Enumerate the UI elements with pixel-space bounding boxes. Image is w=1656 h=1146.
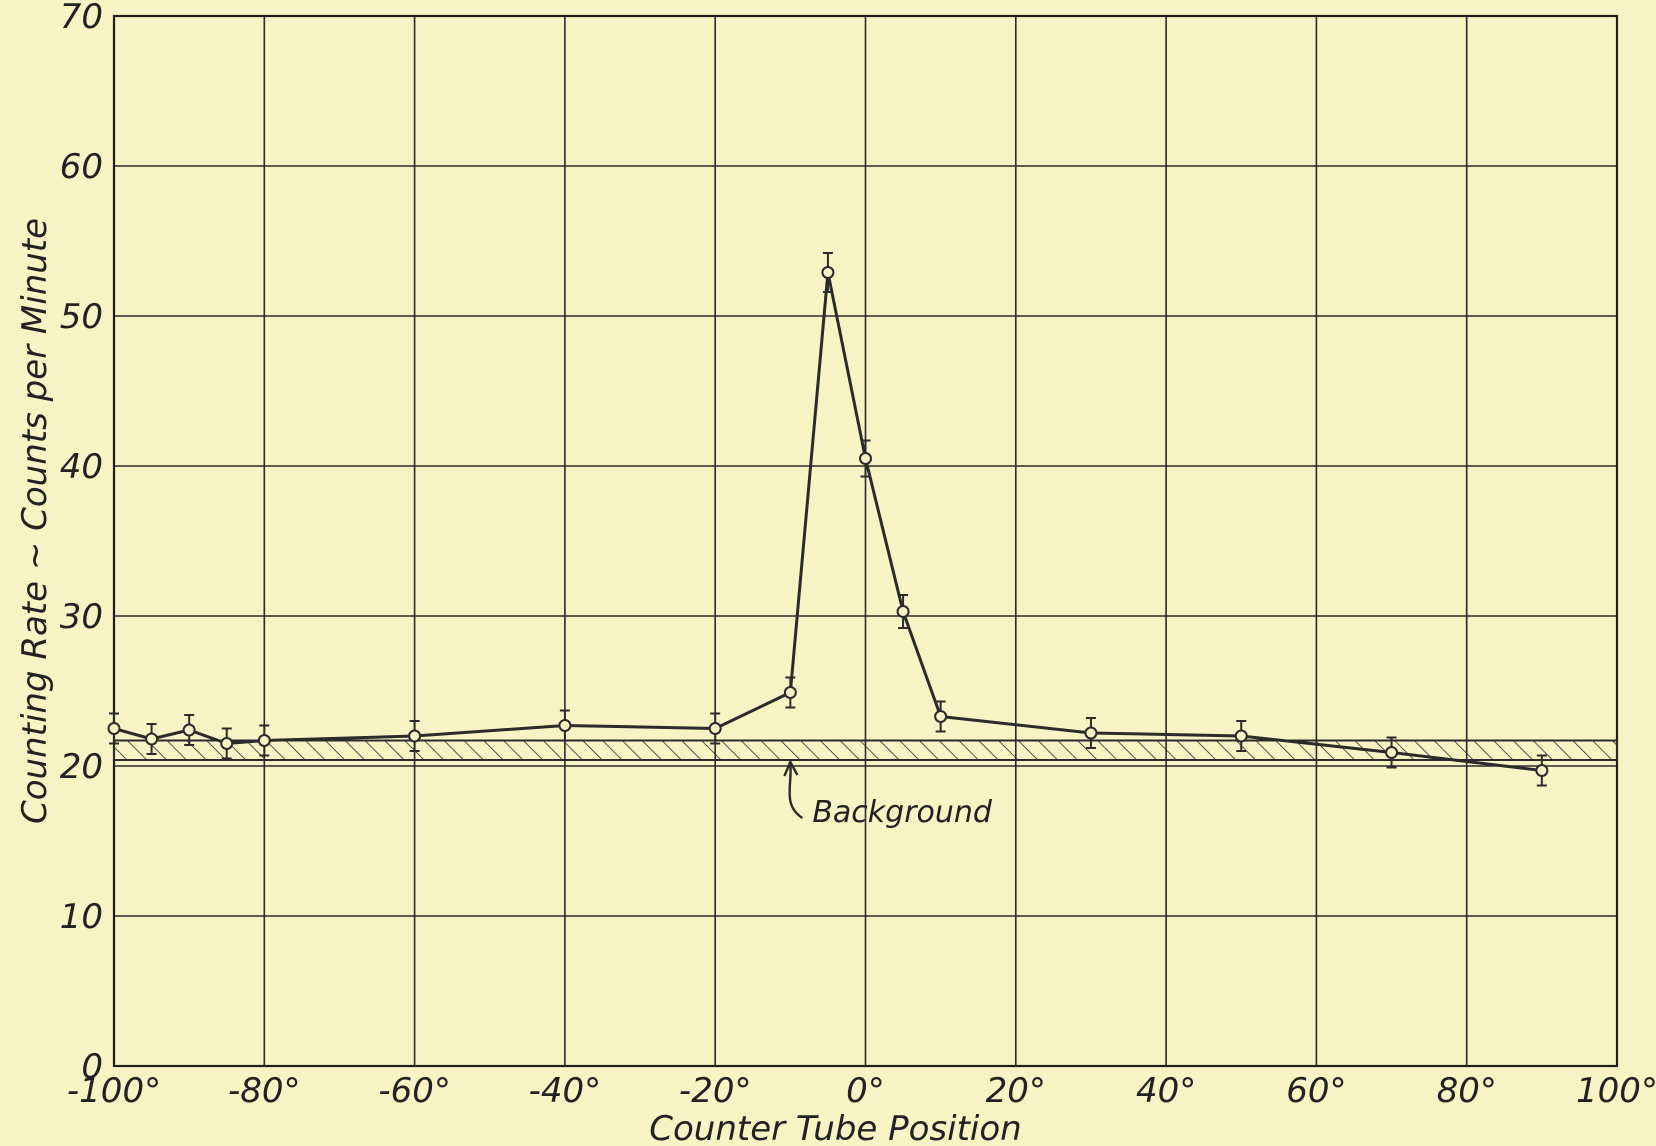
x-tick-label: 100° (1576, 1071, 1656, 1111)
x-tick-label: 20° (986, 1071, 1046, 1111)
data-point (107, 722, 121, 735)
data-point (783, 686, 797, 699)
data-point (257, 734, 271, 747)
data-point (896, 605, 910, 618)
y-tick-label: 30 (60, 597, 103, 637)
data-point (1535, 764, 1549, 777)
x-tick-label: 40° (1136, 1071, 1196, 1111)
data-point (1234, 729, 1248, 743)
background-arrowhead (783, 759, 799, 777)
data-point (1385, 746, 1399, 759)
y-tick-label: 20 (60, 747, 103, 787)
background-arrow (788, 763, 804, 820)
data-point (821, 266, 835, 279)
y-tick-label: 0 (81, 1047, 103, 1087)
series-line (113, 271, 1543, 772)
data-point (182, 723, 196, 737)
background-annotation: Background (812, 795, 993, 830)
x-tick-label: -60° (378, 1071, 451, 1111)
data-point (708, 722, 722, 735)
data-point (558, 719, 572, 732)
y-tick-label: 10 (60, 897, 103, 937)
x-tick-label: 60° (1286, 1071, 1346, 1111)
x-tick-label: 80° (1437, 1071, 1497, 1111)
data-point (859, 452, 872, 465)
y-tick-label: 50 (60, 297, 103, 337)
x-tick-label: -40° (529, 1071, 602, 1111)
data-point (145, 732, 159, 746)
data-point (934, 710, 948, 723)
x-tick-label: 0° (846, 1071, 885, 1111)
y-axis-title: Counting Rate ~ Counts per Minute (15, 218, 55, 824)
x-tick-label: -20° (679, 1071, 752, 1111)
plot-frame (112, 14, 1619, 1068)
data-point (220, 737, 234, 750)
data-point (408, 729, 422, 743)
x-axis-title: Counter Tube Position (649, 1109, 1021, 1146)
x-tick-label: -100° (67, 1071, 161, 1111)
y-tick-label: 60 (60, 147, 103, 187)
x-tick-label: -80° (228, 1071, 301, 1111)
background-band-outline (113, 739, 1618, 761)
data-point (1084, 726, 1098, 740)
y-tick-label: 70 (60, 0, 103, 37)
y-tick-label: 40 (60, 447, 103, 487)
